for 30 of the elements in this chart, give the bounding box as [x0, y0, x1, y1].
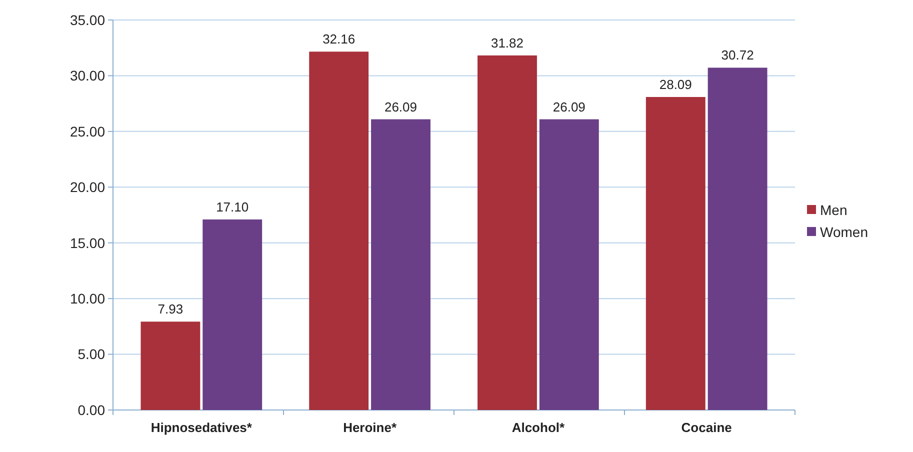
- bar: [539, 119, 599, 410]
- bar: [708, 68, 768, 410]
- y-tick-label: 15.00: [70, 234, 106, 251]
- legend-label: Women: [820, 224, 868, 240]
- data-label: 32.16: [322, 32, 356, 47]
- legend-label: Men: [820, 202, 848, 218]
- y-tick-label: 10.00: [70, 290, 106, 306]
- bar: [309, 52, 369, 410]
- data-label: 17.10: [216, 199, 249, 214]
- y-tick-label: 30.00: [70, 68, 106, 84]
- data-label: 30.72: [721, 48, 754, 63]
- y-tick-label: 35.00: [70, 12, 106, 28]
- y-tick-label: 20.00: [70, 179, 106, 196]
- x-tick-label: Hipnosedatives*: [150, 420, 253, 435]
- bar: [478, 55, 537, 410]
- bar: [646, 96, 706, 410]
- data-label: 28.09: [659, 76, 692, 92]
- bar: [140, 322, 200, 410]
- data-label: 7.93: [158, 302, 184, 317]
- data-label: 26.09: [552, 99, 586, 114]
- y-tick-label: 5.00: [78, 346, 106, 362]
- bar: [371, 119, 430, 410]
- y-tick-label: 25.00: [70, 123, 106, 140]
- y-tick-label: 0.00: [78, 402, 106, 418]
- x-tick-label: Alcohol*: [512, 420, 566, 435]
- x-tick-label: Cocaine: [681, 420, 732, 435]
- data-label: 26.09: [384, 99, 418, 114]
- bar: [202, 219, 262, 410]
- x-tick-label: Heroine*: [343, 420, 398, 435]
- data-label: 31.82: [490, 35, 524, 50]
